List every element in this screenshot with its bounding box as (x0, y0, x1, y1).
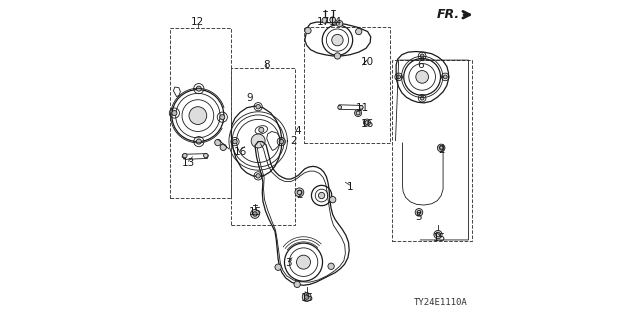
Text: 16: 16 (234, 147, 246, 157)
Text: 15: 15 (433, 233, 447, 243)
Circle shape (302, 292, 311, 301)
Circle shape (295, 188, 304, 197)
Circle shape (220, 115, 225, 120)
Text: 15: 15 (301, 293, 314, 303)
Text: 2: 2 (438, 146, 445, 156)
Text: 11: 11 (356, 103, 369, 113)
Text: 17: 17 (317, 17, 330, 27)
Circle shape (434, 230, 442, 239)
Circle shape (437, 144, 445, 152)
Bar (230, 68, 294, 225)
Circle shape (189, 107, 207, 124)
Circle shape (328, 263, 334, 269)
Circle shape (416, 70, 429, 83)
Text: 6: 6 (417, 60, 424, 70)
Circle shape (355, 109, 362, 116)
Circle shape (253, 212, 257, 216)
Circle shape (322, 18, 328, 23)
Circle shape (356, 28, 362, 35)
Text: 2: 2 (296, 190, 303, 200)
Circle shape (279, 140, 284, 144)
Circle shape (364, 119, 371, 126)
Circle shape (305, 295, 309, 299)
Circle shape (420, 96, 424, 100)
Circle shape (330, 196, 336, 203)
Text: TY24E1110A: TY24E1110A (413, 298, 467, 307)
Text: 5: 5 (415, 212, 422, 222)
Circle shape (250, 210, 259, 218)
Circle shape (196, 139, 202, 144)
Circle shape (420, 54, 424, 58)
Text: 9: 9 (246, 93, 253, 103)
Text: 2: 2 (291, 136, 298, 146)
Bar (170, 28, 230, 198)
Circle shape (330, 17, 335, 23)
Circle shape (332, 34, 343, 46)
Circle shape (334, 53, 340, 59)
Circle shape (256, 174, 260, 178)
Text: 4: 4 (294, 126, 301, 136)
Circle shape (233, 140, 237, 144)
Circle shape (415, 209, 423, 216)
Text: 16: 16 (361, 118, 374, 129)
Text: 13: 13 (182, 158, 195, 168)
Circle shape (397, 75, 401, 79)
Text: 14: 14 (328, 17, 342, 27)
Bar (392, 60, 472, 241)
Text: FR.: FR. (436, 8, 460, 21)
Text: 8: 8 (263, 60, 269, 70)
Circle shape (338, 105, 342, 109)
Text: 10: 10 (360, 57, 374, 67)
Circle shape (359, 105, 363, 109)
Circle shape (296, 255, 310, 269)
Circle shape (196, 86, 202, 91)
Circle shape (275, 264, 282, 270)
Circle shape (259, 127, 264, 132)
Circle shape (204, 153, 208, 158)
Circle shape (294, 281, 300, 288)
Circle shape (214, 140, 221, 146)
Text: 12: 12 (191, 17, 205, 27)
Circle shape (220, 144, 227, 150)
Circle shape (305, 28, 311, 34)
Circle shape (444, 75, 447, 79)
Text: 15: 15 (250, 207, 262, 217)
Bar (303, 27, 390, 142)
Circle shape (337, 20, 343, 27)
Text: 1: 1 (347, 182, 353, 192)
Circle shape (182, 153, 187, 158)
Circle shape (172, 110, 177, 116)
Circle shape (319, 192, 324, 199)
Circle shape (251, 134, 265, 148)
Text: 3: 3 (285, 258, 292, 268)
Circle shape (256, 105, 260, 109)
